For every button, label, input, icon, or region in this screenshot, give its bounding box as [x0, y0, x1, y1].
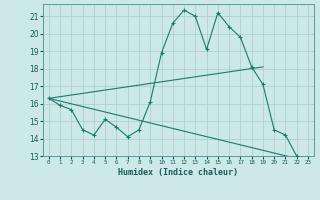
X-axis label: Humidex (Indice chaleur): Humidex (Indice chaleur): [118, 168, 238, 177]
